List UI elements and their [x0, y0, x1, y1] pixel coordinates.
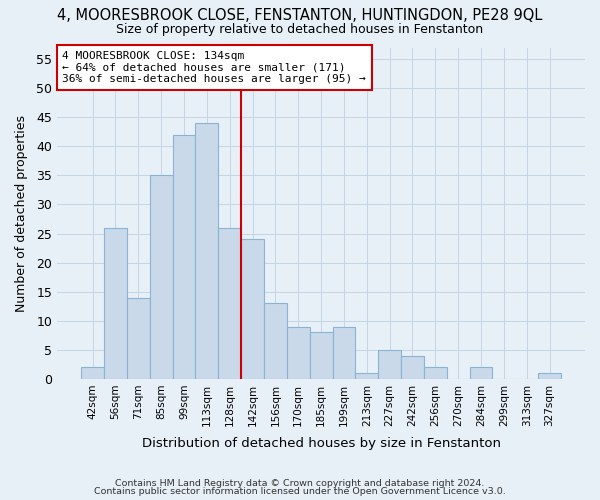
Bar — [355, 373, 378, 379]
Text: Contains HM Land Registry data © Crown copyright and database right 2024.: Contains HM Land Registry data © Crown c… — [115, 478, 485, 488]
Bar — [150, 176, 173, 379]
Text: 4 MOORESBROOK CLOSE: 134sqm
← 64% of detached houses are smaller (171)
36% of se: 4 MOORESBROOK CLOSE: 134sqm ← 64% of det… — [62, 51, 366, 84]
Text: 4, MOORESBROOK CLOSE, FENSTANTON, HUNTINGDON, PE28 9QL: 4, MOORESBROOK CLOSE, FENSTANTON, HUNTIN… — [58, 8, 542, 22]
Bar — [241, 240, 264, 379]
Bar — [538, 373, 561, 379]
Bar — [218, 228, 241, 379]
Bar — [264, 304, 287, 379]
Bar — [310, 332, 332, 379]
Bar — [196, 123, 218, 379]
Bar — [378, 350, 401, 379]
Bar — [332, 326, 355, 379]
Bar — [104, 228, 127, 379]
Bar — [127, 298, 150, 379]
Text: Size of property relative to detached houses in Fenstanton: Size of property relative to detached ho… — [116, 22, 484, 36]
Bar — [424, 368, 447, 379]
Y-axis label: Number of detached properties: Number of detached properties — [15, 114, 28, 312]
Bar — [470, 368, 493, 379]
Bar — [81, 368, 104, 379]
Bar — [401, 356, 424, 379]
Bar — [287, 326, 310, 379]
Text: Contains public sector information licensed under the Open Government Licence v3: Contains public sector information licen… — [94, 487, 506, 496]
X-axis label: Distribution of detached houses by size in Fenstanton: Distribution of detached houses by size … — [142, 437, 500, 450]
Bar — [173, 134, 196, 379]
